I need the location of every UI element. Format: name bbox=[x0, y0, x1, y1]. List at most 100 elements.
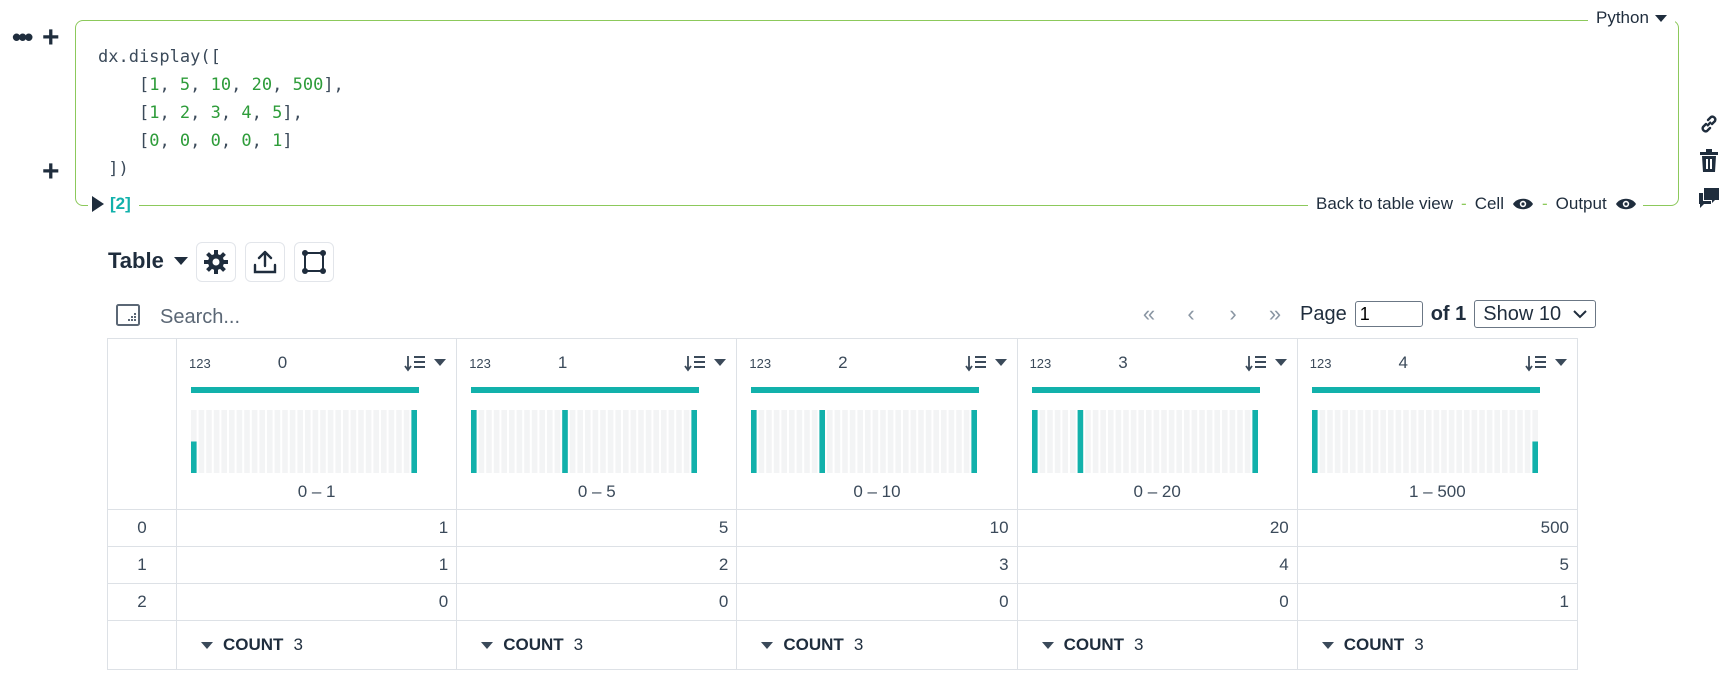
table-cell[interactable]: 1 bbox=[175, 546, 458, 584]
histogram-bin-bg bbox=[343, 410, 349, 473]
data-table: 123 0 0 – 1 123 1 bbox=[107, 338, 1579, 670]
chevron-down-icon bbox=[434, 359, 447, 366]
first-page-icon[interactable]: « bbox=[1142, 301, 1156, 326]
count-summary[interactable]: COUNT 3 bbox=[177, 635, 456, 655]
table-cell[interactable]: 0 bbox=[1016, 583, 1298, 621]
table-cell[interactable]: 20 bbox=[1016, 509, 1298, 547]
sort-control[interactable] bbox=[1525, 354, 1567, 372]
histogram-bin-bg bbox=[244, 410, 250, 473]
histogram-bin-bg bbox=[221, 410, 227, 473]
dtype-badge[interactable]: 123 bbox=[749, 355, 772, 371]
code-token: , bbox=[251, 131, 273, 151]
table-cell[interactable]: 3 bbox=[736, 546, 1018, 584]
sort-control[interactable] bbox=[1245, 354, 1287, 372]
count-label: COUNT bbox=[223, 635, 284, 654]
table-cell[interactable]: 0 bbox=[736, 583, 1018, 621]
add-cell-above-button[interactable]: + bbox=[42, 21, 60, 54]
link-icon[interactable] bbox=[1697, 112, 1721, 136]
histogram-bar bbox=[471, 410, 477, 473]
more-options-icon[interactable]: ••• bbox=[12, 22, 33, 52]
column-summary-icon[interactable] bbox=[116, 304, 140, 326]
code-number: 1 bbox=[272, 131, 283, 151]
page-number-input[interactable] bbox=[1354, 301, 1423, 327]
code-cell[interactable] bbox=[75, 20, 1679, 206]
table-row[interactable]: 0 1 5 10 20 500 bbox=[107, 509, 1579, 547]
table-cell[interactable]: 5 bbox=[1296, 546, 1579, 584]
column-header[interactable]: 123 4 1 – 500 bbox=[1296, 338, 1579, 510]
dtype-badge[interactable]: 123 bbox=[1309, 355, 1332, 371]
column-header[interactable]: 123 3 0 – 20 bbox=[1016, 338, 1298, 510]
histogram-bin-bg bbox=[827, 410, 833, 473]
count-label: COUNT bbox=[1063, 635, 1125, 654]
output-visibility-label: Output bbox=[1555, 194, 1607, 213]
search-input[interactable] bbox=[158, 302, 542, 332]
column-histogram[interactable] bbox=[1031, 387, 1260, 475]
count-value: 3 bbox=[1134, 635, 1144, 654]
add-cell-below-button[interactable]: + bbox=[42, 155, 60, 188]
table-cell[interactable]: 0 bbox=[175, 583, 458, 621]
run-icon[interactable] bbox=[92, 196, 104, 212]
table-cell[interactable]: 2 bbox=[456, 546, 738, 584]
back-to-table-link[interactable]: Back to table view bbox=[1316, 194, 1454, 213]
count-summary[interactable]: COUNT 3 bbox=[457, 635, 736, 655]
next-page-icon[interactable]: › bbox=[1229, 301, 1237, 326]
non-null-bar bbox=[1311, 387, 1540, 393]
histogram-bin-bg bbox=[1319, 410, 1325, 473]
column-histogram[interactable] bbox=[471, 387, 700, 475]
column-header[interactable]: 123 1 0 – 5 bbox=[456, 338, 738, 510]
column-histogram[interactable] bbox=[1311, 387, 1540, 475]
histogram-bin-bg bbox=[569, 410, 576, 473]
eye-icon[interactable] bbox=[1512, 197, 1534, 211]
histogram-bin-bg bbox=[1153, 410, 1159, 473]
chevron-down-icon bbox=[201, 641, 213, 649]
export-button[interactable] bbox=[245, 242, 285, 282]
table-cell[interactable]: 1 bbox=[1296, 583, 1579, 621]
settings-button[interactable] bbox=[196, 242, 236, 282]
column-name: 4 bbox=[1398, 353, 1408, 372]
histogram-bin-bg bbox=[1478, 410, 1485, 473]
histogram-bin-bg bbox=[1372, 410, 1379, 473]
table-cell[interactable]: 4 bbox=[1016, 546, 1298, 584]
trash-icon[interactable] bbox=[1697, 148, 1721, 174]
code-editor[interactable]: dx.display([ [1, 5, 10, 20, 500], [1, 2,… bbox=[98, 43, 344, 183]
histogram-bin-bg bbox=[623, 410, 629, 473]
sort-control[interactable] bbox=[684, 354, 727, 372]
column-header[interactable]: 123 0 0 – 1 bbox=[175, 338, 458, 510]
table-cell[interactable]: 1 bbox=[175, 509, 458, 547]
column-header[interactable]: 123 2 0 – 10 bbox=[736, 338, 1018, 510]
table-cell[interactable]: 5 bbox=[456, 509, 738, 547]
eye-icon[interactable] bbox=[1615, 197, 1637, 211]
column-histogram[interactable] bbox=[191, 387, 419, 475]
histogram-bin-bg bbox=[524, 410, 530, 473]
histogram-bar bbox=[1031, 410, 1038, 473]
count-summary[interactable]: COUNT 3 bbox=[1298, 635, 1577, 655]
code-token: , bbox=[190, 131, 211, 151]
previous-page-icon[interactable]: ‹ bbox=[1187, 301, 1195, 326]
dtype-badge[interactable]: 123 bbox=[189, 355, 211, 371]
page-size-select[interactable]: Show 10 bbox=[1474, 300, 1597, 328]
count-summary[interactable]: COUNT 3 bbox=[737, 635, 1016, 655]
last-page-icon[interactable]: » bbox=[1268, 301, 1282, 326]
histogram-bin-bg bbox=[554, 410, 561, 473]
sort-control[interactable] bbox=[404, 354, 447, 372]
dtype-badge[interactable]: 123 bbox=[469, 355, 491, 371]
language-selector[interactable]: Python bbox=[1588, 8, 1675, 28]
comment-icon[interactable] bbox=[1697, 186, 1721, 210]
code-token: , bbox=[159, 103, 180, 123]
column-histogram[interactable] bbox=[751, 387, 980, 475]
sort-control[interactable] bbox=[964, 354, 1007, 372]
dtype-badge[interactable]: 123 bbox=[1029, 355, 1052, 371]
chevron-down-icon bbox=[1555, 359, 1567, 366]
code-token: , bbox=[190, 75, 211, 95]
histogram-bin-bg bbox=[305, 410, 311, 473]
view-selector[interactable]: Table bbox=[108, 248, 188, 274]
histogram-bin-bg bbox=[850, 410, 856, 473]
select-region-button[interactable] bbox=[294, 242, 334, 282]
table-cell[interactable]: 10 bbox=[736, 509, 1018, 547]
output-controls: Back to table view - Cell - Output bbox=[1308, 194, 1643, 214]
count-summary[interactable]: COUNT 3 bbox=[1018, 635, 1297, 655]
table-cell[interactable]: 0 bbox=[456, 583, 738, 621]
table-cell[interactable]: 500 bbox=[1296, 509, 1579, 547]
